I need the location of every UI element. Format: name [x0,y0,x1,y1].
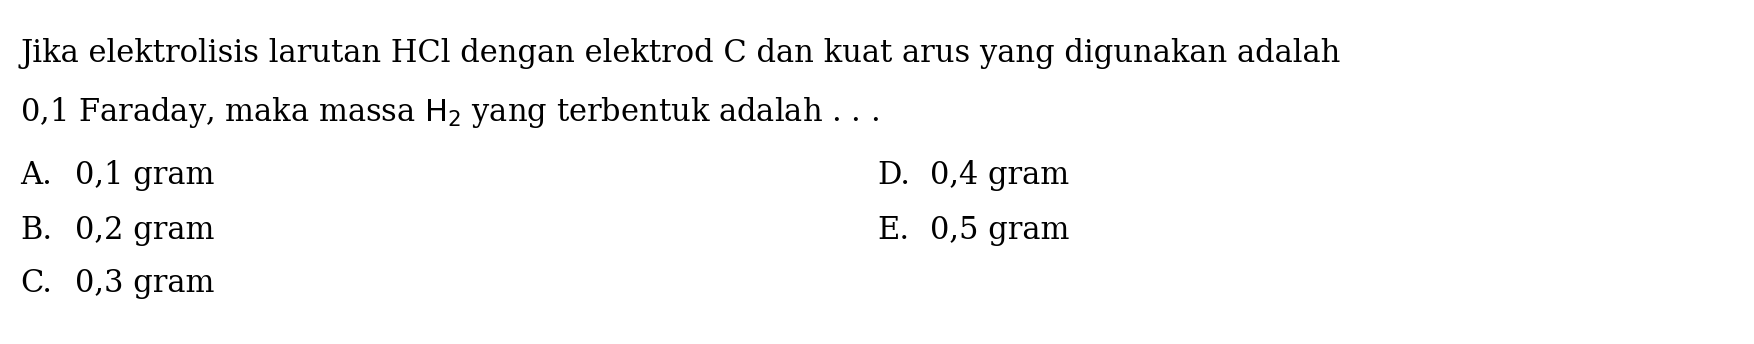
Text: D.: D. [877,160,910,191]
Text: Jika elektrolisis larutan HCl dengan elektrod C dan kuat arus yang digunakan ada: Jika elektrolisis larutan HCl dengan ele… [19,38,1340,69]
Text: 0,5 gram: 0,5 gram [930,215,1070,246]
Text: 0,1 Faraday, maka massa $\mathrm{H_2}$ yang terbentuk adalah . . .: 0,1 Faraday, maka massa $\mathrm{H_2}$ y… [19,95,879,130]
Text: C.: C. [19,268,53,299]
Text: 0,3 gram: 0,3 gram [75,268,214,299]
Text: 0,4 gram: 0,4 gram [930,160,1070,191]
Text: A.: A. [19,160,53,191]
Text: 0,2 gram: 0,2 gram [75,215,214,246]
Text: B.: B. [19,215,53,246]
Text: 0,1 gram: 0,1 gram [75,160,214,191]
Text: E.: E. [877,215,909,246]
